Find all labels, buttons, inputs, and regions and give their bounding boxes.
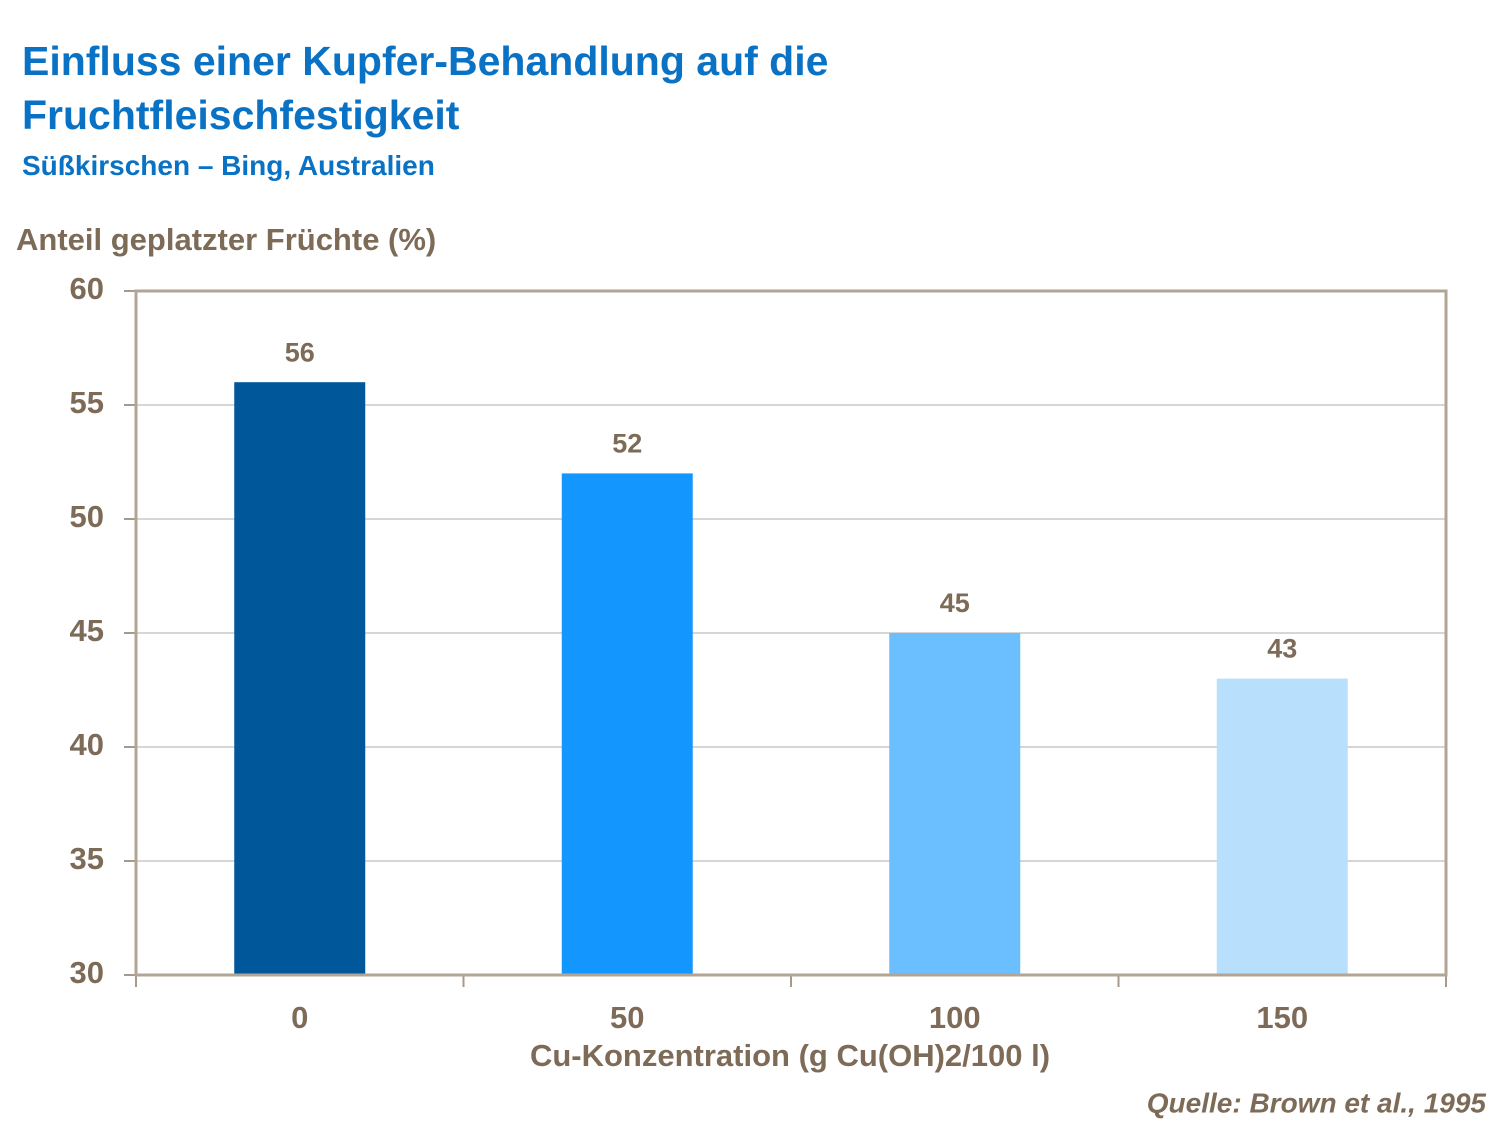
data-label: 45 <box>940 588 970 618</box>
source: Quelle: Brown et al., 1995 <box>1147 1087 1487 1118</box>
y-tick-label: 45 <box>70 613 104 648</box>
y-axis-label: Anteil geplatzter Früchte (%) <box>16 222 436 257</box>
bar <box>234 382 366 975</box>
data-label: 52 <box>612 429 642 459</box>
chart-title: Einfluss einer Kupfer-Behandlung auf die… <box>22 38 829 138</box>
chart-subtitle: Süßkirschen – Bing, Australien <box>22 150 435 181</box>
x-tick-label: 0 <box>291 1000 308 1035</box>
plot-frame <box>134 289 1448 977</box>
x-tick-label: 50 <box>610 1000 644 1035</box>
x-axis-label: Cu-Konzentration (g Cu(OH)2/100 l) <box>530 1038 1050 1073</box>
y-tick-label: 40 <box>70 727 104 762</box>
y-tick-label: 60 <box>70 271 104 306</box>
data-label: 56 <box>285 337 315 367</box>
bar <box>561 473 693 975</box>
y-tick-label: 35 <box>70 841 104 876</box>
bar <box>1216 678 1348 975</box>
x-tick-label: 100 <box>929 1000 981 1035</box>
y-tick-label: 55 <box>70 385 104 420</box>
y-tick-label: 50 <box>70 499 104 534</box>
data-label: 43 <box>1267 634 1297 664</box>
bar <box>889 633 1021 975</box>
y-tick-label: 30 <box>70 955 104 990</box>
x-tick-label: 150 <box>1256 1000 1308 1035</box>
